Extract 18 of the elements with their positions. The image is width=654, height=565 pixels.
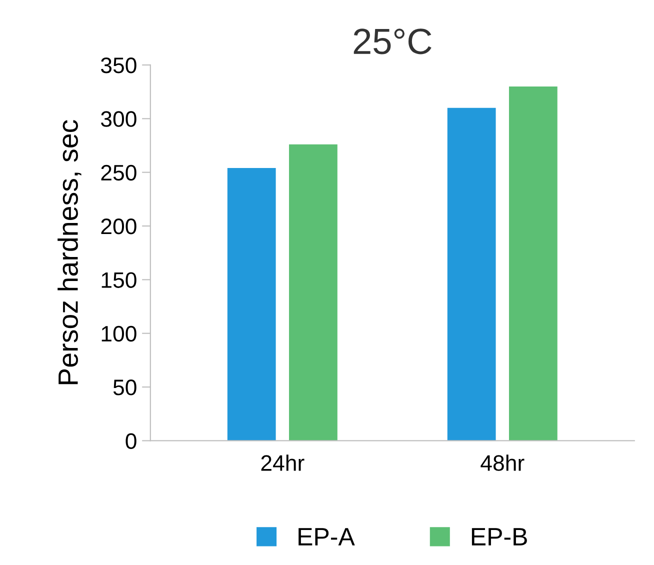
y-tick-label: 50 xyxy=(113,380,136,396)
bar xyxy=(508,86,558,441)
legend-label: EP-B xyxy=(472,528,527,546)
y-tick-label: 0 xyxy=(126,433,136,449)
x-tick-label: 48hr xyxy=(480,454,524,471)
bar xyxy=(289,144,338,441)
y-tick-label: 100 xyxy=(102,326,136,342)
x-tick-label: 24hr xyxy=(261,454,304,471)
bar xyxy=(227,168,276,441)
y-tick-label: 200 xyxy=(101,218,136,234)
y-tick-label: 350 xyxy=(101,58,136,74)
legend-label: EP-A xyxy=(298,528,355,546)
y-tick-label: 250 xyxy=(101,164,136,181)
y-tick-label: 150 xyxy=(102,272,136,288)
bar xyxy=(447,108,496,441)
y-tick-label: 300 xyxy=(101,111,136,127)
chart-title: 25°C xyxy=(354,28,432,54)
y-axis-title: Persoz hardness, sec xyxy=(58,120,82,384)
